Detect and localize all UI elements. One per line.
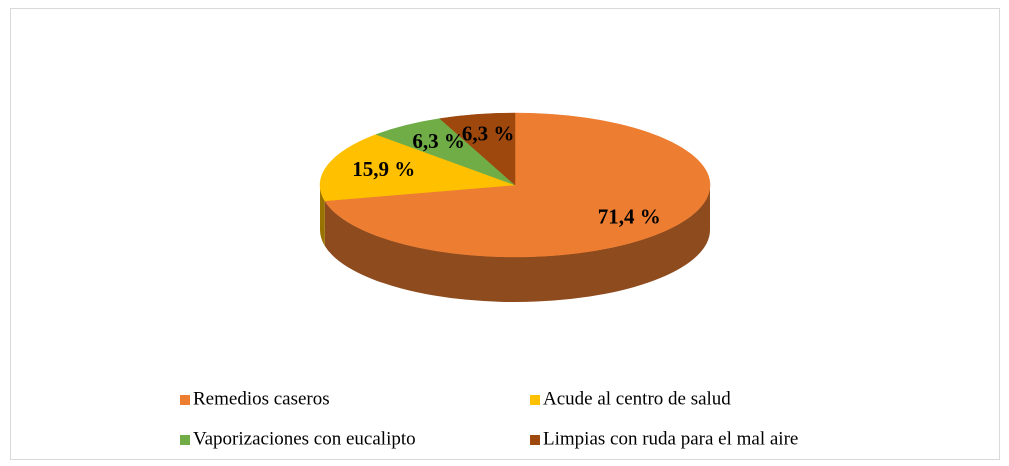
legend-swatch bbox=[530, 435, 540, 445]
slice-side bbox=[324, 185, 710, 303]
pie-sides bbox=[320, 185, 710, 303]
data-label: 6,3 % bbox=[462, 121, 515, 145]
slice bbox=[319, 134, 516, 202]
slice bbox=[439, 112, 516, 186]
legend-swatch bbox=[180, 395, 190, 405]
legend-label: Limpias con ruda para el mal aire bbox=[543, 428, 798, 449]
legend-label: Acude al centro de salud bbox=[543, 388, 731, 409]
pie-tops bbox=[319, 112, 711, 258]
slice bbox=[324, 112, 711, 258]
data-label: 71,4 % bbox=[598, 205, 661, 229]
legend-swatch bbox=[530, 395, 540, 405]
legend: Remedios caseros Acude al centro de salud… bbox=[180, 388, 798, 449]
data-label: 15,9 % bbox=[352, 157, 415, 181]
data-label: 6,3 % bbox=[412, 129, 465, 153]
legend-swatch bbox=[180, 435, 190, 445]
legend-label: Vaporizaciones con eucalipto bbox=[193, 428, 416, 449]
data-labels: 71,4 % 15,9 % 6,3 %6,3 % bbox=[352, 121, 660, 228]
slice-side bbox=[320, 185, 325, 246]
legend-label: Remedios caseros bbox=[193, 388, 330, 409]
